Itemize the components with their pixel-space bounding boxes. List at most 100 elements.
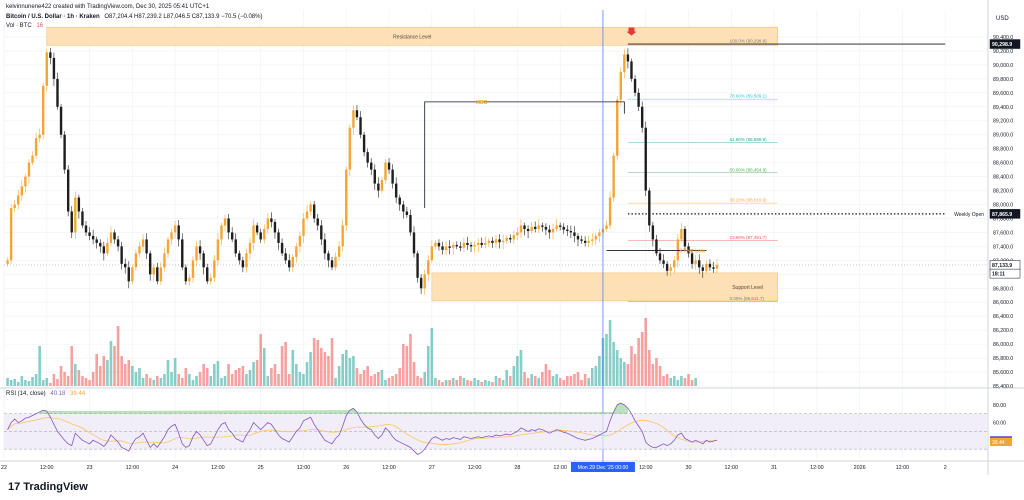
volume-bar (305, 362, 309, 386)
candle-body (316, 218, 319, 226)
candle-body (17, 195, 20, 205)
candle-body (295, 246, 298, 257)
candle-body (409, 214, 412, 233)
fib-label: 100.0% (90,298.9) (730, 39, 768, 44)
candle-body (109, 232, 113, 243)
volume-bar (655, 358, 658, 386)
candle-body (24, 176, 27, 187)
volume-bar (91, 372, 95, 386)
time-tick-label: 12:00 (553, 465, 567, 471)
publisher-line: kelvinnunene422 created with TradingView… (6, 4, 212, 10)
candle-body (95, 239, 98, 243)
candle-body (209, 277, 212, 282)
volume-bar (355, 368, 359, 386)
candle-body (701, 267, 704, 271)
candle-body (305, 211, 309, 219)
volume-bar (544, 364, 548, 386)
tradingview-logo-icon: 17 (8, 481, 21, 493)
volume-label[interactable]: Vol · BTC (6, 23, 32, 29)
candle-body (88, 232, 91, 236)
candle-body (541, 225, 544, 227)
candle-body (66, 169, 70, 212)
price-tag-box (989, 268, 1021, 279)
candle-body (13, 204, 16, 208)
candle-body (690, 253, 694, 264)
time-tick-label: 12:00 (810, 465, 824, 471)
candle-body (184, 267, 188, 282)
candle-body (452, 244, 455, 248)
candle-body (469, 244, 473, 247)
volume-bar (494, 376, 498, 386)
candle-body (49, 52, 52, 58)
candle-body (120, 246, 123, 264)
candle-body (145, 239, 148, 254)
volume-bar (31, 377, 34, 386)
candle-body (223, 218, 227, 226)
volume-bar (676, 380, 680, 386)
volume-bar (448, 380, 451, 386)
price-tag-label: 18:11 (992, 272, 1005, 278)
publisher-text: kelvinnunene422 created with TradingView… (6, 4, 210, 10)
candle-body (170, 232, 173, 240)
candle-body (116, 239, 120, 247)
volume-bar (341, 354, 344, 386)
volume-bar (177, 374, 180, 386)
fib-label: 78.60% (89,509.1) (730, 94, 768, 99)
candle-body (419, 277, 423, 289)
volume-bar (145, 374, 148, 386)
volume-bar (20, 376, 24, 386)
candle-body (680, 228, 683, 240)
candle-body (637, 92, 640, 107)
volume-bar (519, 350, 523, 386)
rsi-legend: RSI (14, close) 40.18 39.44 (6, 391, 88, 397)
volume-bar (573, 374, 576, 386)
volume-bar (74, 364, 77, 386)
fib-retracement: 100.0% (90,298.9) 78.60% (89,509.1) 61.80%… (627, 39, 778, 302)
candle-body (412, 232, 416, 254)
candle-body (673, 260, 676, 268)
volume-bar (405, 346, 409, 386)
candle-body (323, 239, 327, 254)
candle-body (402, 204, 405, 212)
zone-rect (431, 272, 778, 302)
candle-body (156, 267, 159, 282)
volume-bar (648, 350, 651, 386)
volume-bar (384, 380, 387, 386)
volume-bar (501, 380, 505, 386)
candle-body (387, 162, 391, 170)
tradingview-logo[interactable]: 17 TradingView (8, 481, 88, 493)
candle-body (423, 274, 426, 289)
volume-bar (295, 364, 298, 386)
candle-body (473, 244, 476, 247)
volume-bar (291, 350, 295, 386)
volume-bar (480, 382, 484, 386)
candle-body (45, 52, 48, 86)
volume-bar (437, 380, 441, 386)
candle-body (20, 186, 24, 196)
price-tick-label: 89,200.0 (993, 119, 1013, 125)
volume-bar (526, 378, 530, 386)
price-tick-label: 89,800.0 (993, 77, 1013, 83)
volume-bar (444, 380, 448, 386)
candle-body (266, 218, 270, 229)
symbol-text[interactable]: Bitcoin / U.S. Dollar · 1h · Kraken (6, 14, 100, 20)
volume-bar (644, 318, 648, 386)
volume-bar (359, 374, 362, 386)
volume-bar (512, 366, 516, 386)
time-tick-label: 24 (172, 465, 178, 471)
time-tick-label: 28 (514, 465, 520, 471)
fib-label: 23.60% (87,481.7) (730, 235, 768, 240)
volume-bar (245, 374, 248, 386)
price-tick-label: 87,600.0 (993, 230, 1013, 236)
rsi-label[interactable]: RSI (14, close) (6, 391, 46, 397)
volume-bar (184, 368, 188, 386)
candle-body (312, 204, 316, 219)
candle-body (102, 246, 106, 254)
volume-bar (198, 372, 202, 386)
volume-bar (66, 376, 70, 386)
candle-body (81, 211, 84, 226)
price-tick-label: 88,400.0 (993, 175, 1013, 181)
candle-body (448, 246, 451, 248)
candle-body (662, 260, 665, 264)
